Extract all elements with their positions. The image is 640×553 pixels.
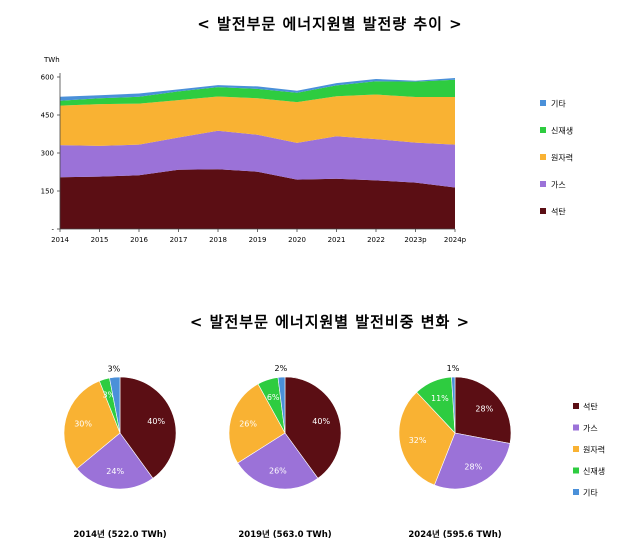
pie-data-label: 3% bbox=[108, 364, 121, 373]
x-tick-label: 2015 bbox=[91, 236, 109, 244]
pie-data-label: 30% bbox=[74, 420, 92, 429]
pie-data-label: 28% bbox=[475, 405, 493, 414]
pie-slice bbox=[63, 380, 121, 470]
x-tick-label: 2020 bbox=[288, 236, 306, 244]
pie-slice bbox=[398, 391, 456, 486]
pie-caption: 2019년 (563.0 TWh) bbox=[238, 529, 331, 540]
y-tick-label: 450 bbox=[41, 112, 54, 120]
legend-label: 석탄 bbox=[551, 207, 566, 217]
pie-data-label: 40% bbox=[312, 417, 330, 426]
pie-slice bbox=[284, 376, 342, 479]
legend-swatch bbox=[540, 100, 546, 106]
pie-slice bbox=[454, 376, 512, 444]
pie-data-label: 11% bbox=[431, 394, 449, 403]
pie-0: 40% 24% 30% 3% 3% 2014년 (522.0 TWh) bbox=[63, 364, 177, 540]
area-chart: - 150 300 450 600 2014 2015 2016 2017 2018 2019 202… bbox=[41, 73, 573, 244]
area-series-2 bbox=[60, 94, 455, 146]
pie-legend-label: 신재생 bbox=[583, 466, 605, 476]
pie-1: 40% 26% 26% 6% 2% 2019년 (563.0 TWh) bbox=[228, 364, 342, 540]
pie-legend-label: 기타 bbox=[583, 489, 598, 498]
pie-caption: 2024년 (595.6 TWh) bbox=[408, 529, 501, 540]
pie-data-label: 1% bbox=[447, 364, 460, 373]
pie-data-label: 3% bbox=[102, 390, 115, 399]
x-tick-label: 2023p bbox=[404, 236, 427, 244]
pie-legend-swatch bbox=[573, 489, 579, 495]
pie-slice bbox=[451, 376, 456, 434]
pie-2: 28% 28% 32% 11% 1% 2024년 (595.6 TWh) bbox=[398, 364, 512, 540]
legend-label: 기타 bbox=[551, 100, 566, 109]
legend-label: 원자력 bbox=[551, 153, 573, 163]
y-tick-label: 150 bbox=[41, 188, 54, 196]
pie-caption: 2014년 (522.0 TWh) bbox=[73, 529, 166, 540]
x-tick-label: 2021 bbox=[328, 236, 346, 244]
pie-slice bbox=[76, 432, 154, 490]
legend-swatch bbox=[540, 181, 546, 187]
pie-data-label: 28% bbox=[464, 462, 482, 471]
pie-legend-label: 원자력 bbox=[583, 445, 605, 455]
pie-slice bbox=[277, 376, 286, 434]
pie-data-label: 26% bbox=[269, 466, 287, 475]
pie-chart-title: < 발전부문 에너지원별 발전비중 변화 > bbox=[190, 313, 470, 331]
legend-swatch bbox=[540, 154, 546, 160]
pie-slice bbox=[237, 432, 319, 490]
pie-legend-swatch bbox=[573, 403, 579, 409]
pie-data-label: 2% bbox=[275, 364, 288, 373]
pie-legend-swatch bbox=[573, 424, 579, 431]
legend-label: 신재생 bbox=[551, 126, 573, 136]
pie-charts: 40% 24% 30% 3% 3% 2014년 (522.0 TWh) 40% 26% 26% 6… bbox=[63, 364, 605, 540]
x-tick-label: 2024p bbox=[444, 236, 467, 244]
pie-legend-swatch bbox=[573, 446, 579, 452]
x-tick-label: 2018 bbox=[209, 236, 227, 244]
x-tick-label: 2019 bbox=[249, 236, 267, 244]
area-series-0 bbox=[60, 169, 455, 229]
legend-swatch bbox=[540, 127, 546, 133]
pie-data-label: 6% bbox=[267, 393, 280, 402]
x-tick-label: 2014 bbox=[51, 236, 69, 244]
x-tick-label: 2016 bbox=[130, 236, 148, 244]
pie-slice bbox=[119, 376, 177, 479]
pie-slice bbox=[109, 376, 121, 434]
pie-data-label: 26% bbox=[239, 420, 257, 429]
pie-data-label: 24% bbox=[106, 467, 124, 476]
legend-swatch bbox=[540, 208, 546, 214]
pie-data-label: 40% bbox=[147, 417, 165, 426]
pie-data-label: 32% bbox=[409, 436, 427, 445]
area-chart-title: < 발전부문 에너지원별 발전량 추이 > bbox=[197, 15, 462, 33]
y-tick-label: - bbox=[51, 226, 54, 234]
area-series-3 bbox=[60, 79, 455, 106]
x-tick-label: 2022 bbox=[367, 236, 385, 244]
pie-legend-label: 가스 bbox=[583, 424, 598, 433]
y-axis-unit: TWh bbox=[43, 56, 60, 64]
pie-slice bbox=[434, 432, 511, 490]
y-tick-label: 600 bbox=[41, 74, 54, 82]
x-tick-label: 2017 bbox=[170, 236, 188, 244]
y-tick-label: 300 bbox=[41, 150, 54, 158]
pie-legend-swatch bbox=[573, 467, 579, 474]
pie-slice bbox=[228, 383, 286, 464]
legend-label: 가스 bbox=[551, 181, 566, 190]
pie-legend-label: 석탄 bbox=[583, 402, 598, 412]
area-series-1 bbox=[60, 130, 455, 188]
